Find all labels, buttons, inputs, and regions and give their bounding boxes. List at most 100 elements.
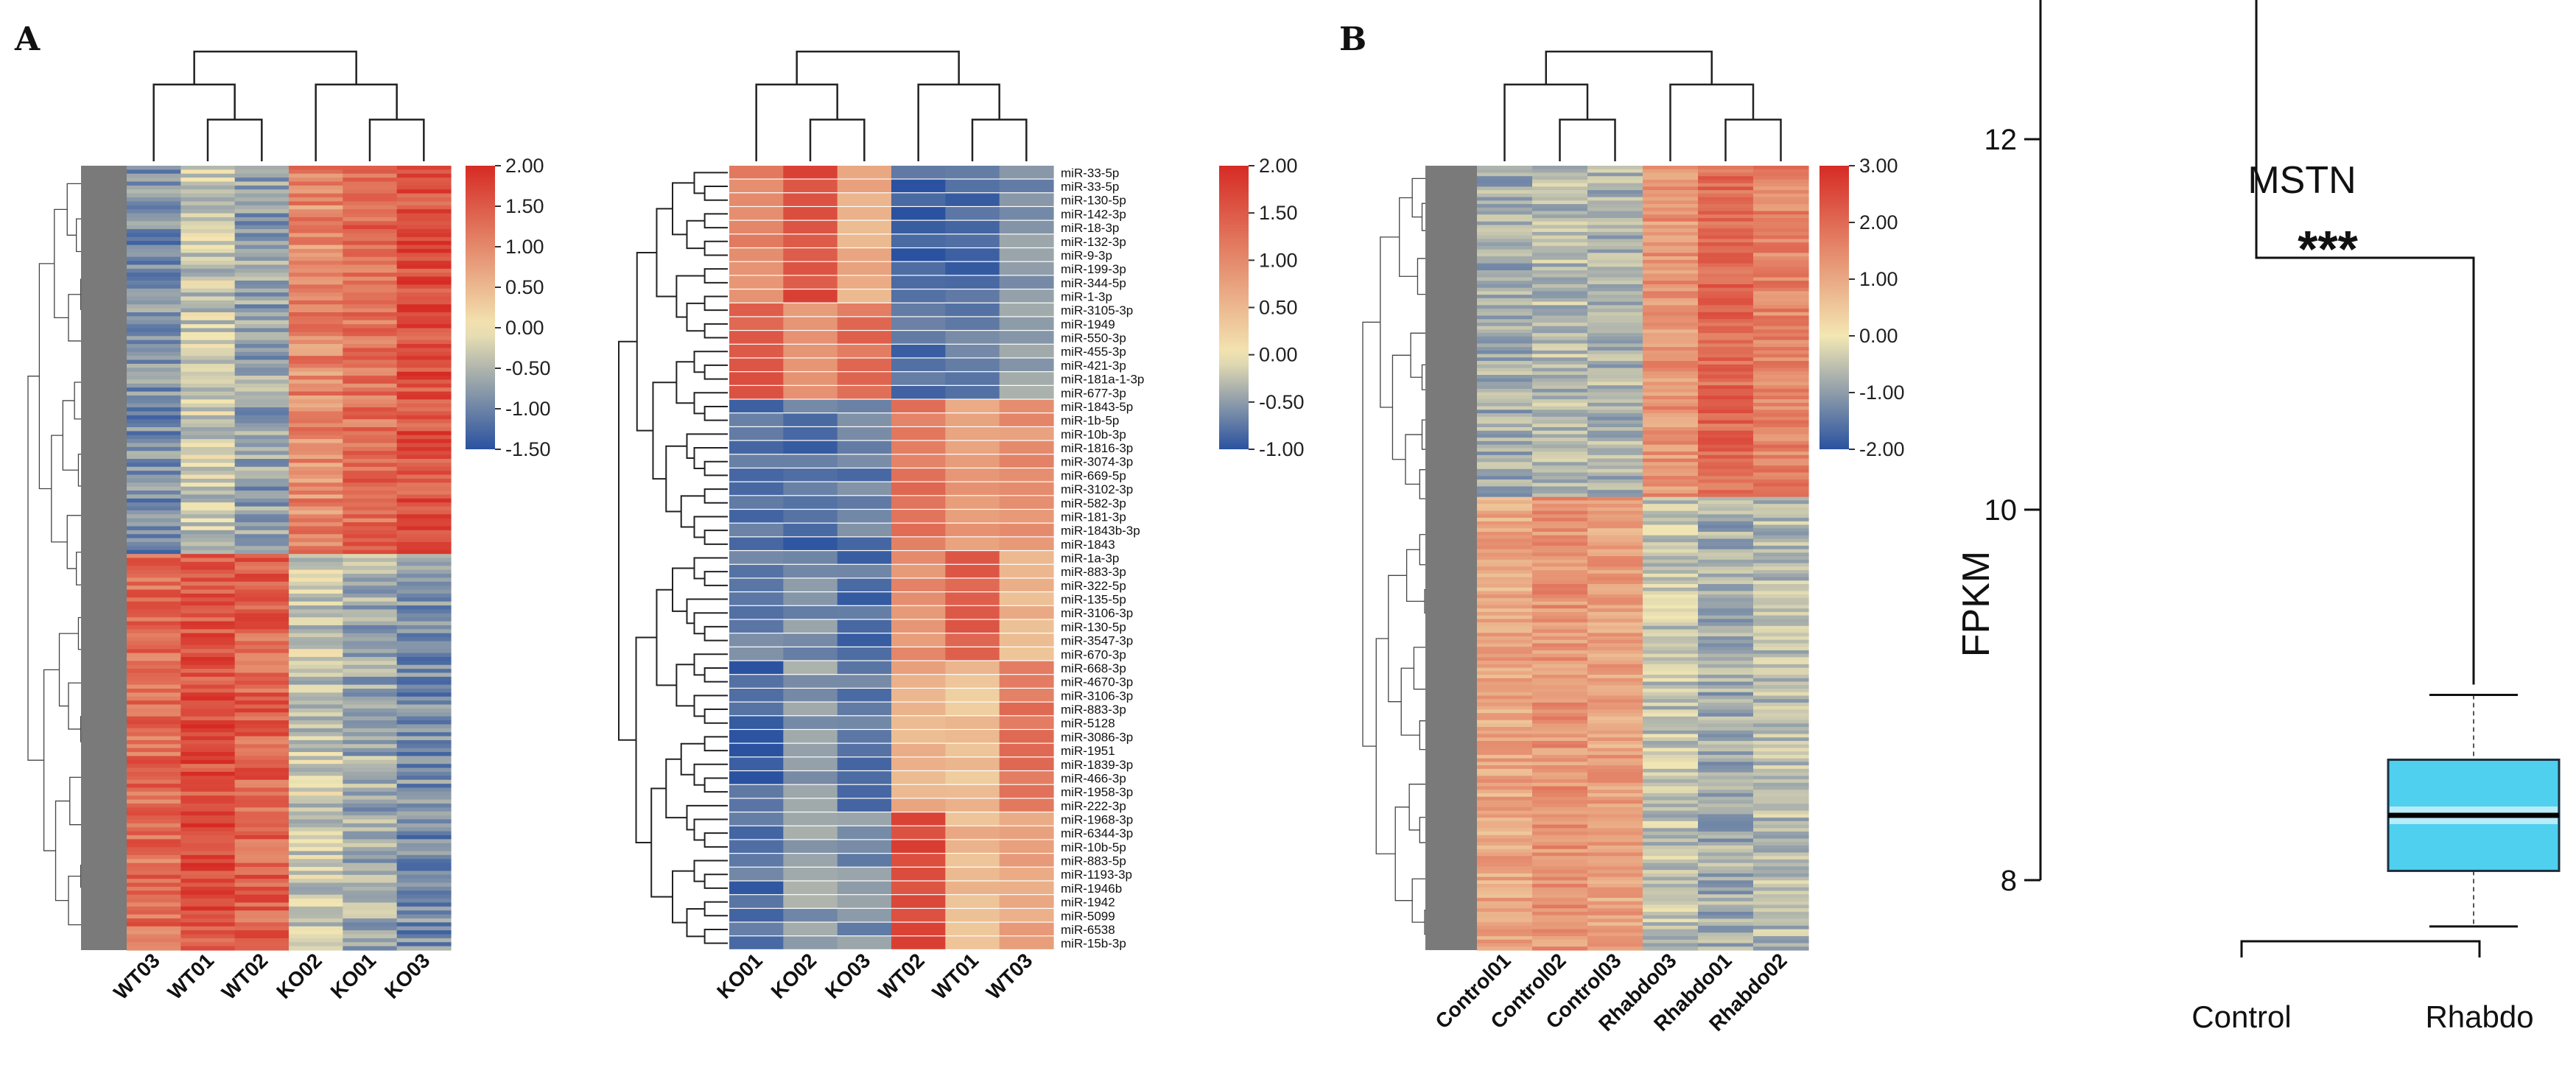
heatmap-cell <box>1587 357 1643 362</box>
heatmap-cell <box>289 229 343 234</box>
heatmap-cell <box>1643 228 1699 233</box>
heatmap-cell <box>1587 371 1643 376</box>
heatmap-cell <box>234 209 289 214</box>
heatmap-cell <box>1477 765 1533 770</box>
heatmap-cell <box>180 922 236 927</box>
heatmap-cell <box>180 189 236 194</box>
heatmap-cell <box>1698 608 1754 613</box>
heatmap-cell <box>1698 347 1754 351</box>
heatmap-cell <box>783 303 838 317</box>
heatmap-cell <box>1698 281 1754 285</box>
heatmap-cell <box>891 757 946 770</box>
heatmap-cell <box>289 328 343 333</box>
heatmap-cell <box>1532 204 1588 208</box>
heatmap-cell <box>837 261 892 275</box>
heatmap-cell <box>1753 730 1809 735</box>
heatmap-cell <box>1698 647 1754 651</box>
heatmap-cell <box>396 522 452 527</box>
heatmap-cell <box>1532 245 1588 250</box>
heatmap-cell <box>180 371 236 376</box>
heatmap-cell <box>127 296 181 301</box>
heatmap-cell <box>1532 423 1588 428</box>
heatmap-cell <box>1477 681 1533 686</box>
heatmap-cell <box>1587 368 1643 372</box>
heatmap-cell <box>180 637 236 642</box>
heatmap-cell <box>1643 434 1699 438</box>
heatmap-cell <box>127 756 181 761</box>
heatmap-cell <box>1587 295 1643 299</box>
heatmap-cell <box>1477 856 1533 860</box>
heatmap-cell <box>396 807 452 812</box>
heatmap-cell <box>1643 678 1699 683</box>
heatmap-cell <box>999 936 1054 949</box>
heatmap-cell <box>1643 818 1699 822</box>
heatmap-cell <box>127 241 181 246</box>
heatmap-cell <box>127 803 181 808</box>
heatmap-cell <box>343 791 398 796</box>
heatmap-cell <box>1587 929 1643 933</box>
heatmap-cell <box>1477 504 1533 508</box>
heatmap-cell <box>234 902 289 907</box>
heatmap-cell <box>343 304 398 309</box>
heatmap-cell <box>1477 901 1533 906</box>
heatmap-cell <box>127 356 181 361</box>
heatmap-cell <box>1477 231 1533 236</box>
heatmap-cell <box>289 696 343 701</box>
heatmap-cell <box>396 197 452 203</box>
heatmap-cell <box>1477 336 1533 341</box>
heatmap-cell <box>1587 281 1643 285</box>
heatmap-cell <box>945 220 1000 234</box>
heatmap-cell <box>1477 790 1533 794</box>
heatmap-cell <box>343 344 398 349</box>
heatmap-cell <box>945 261 1000 275</box>
heatmap-cell <box>1477 298 1533 303</box>
heatmap-cell <box>1532 267 1588 271</box>
heatmap-cell <box>234 181 289 186</box>
heatmap-cell <box>289 767 343 773</box>
heatmap-cell <box>1753 768 1809 773</box>
heatmap-cell <box>396 847 452 852</box>
heatmap-cell <box>1587 402 1643 407</box>
heatmap-cell <box>234 368 289 373</box>
heatmap-cell <box>1532 312 1588 317</box>
heatmap-cell <box>1698 796 1754 801</box>
heatmap-cell <box>343 316 398 321</box>
heatmap-cell <box>1698 650 1754 655</box>
heatmap-cell <box>1698 437 1754 442</box>
heatmap-cell <box>1532 273 1588 278</box>
heatmap-cell <box>289 946 343 951</box>
heatmap-cell <box>343 518 398 523</box>
heatmap-cell <box>289 538 343 543</box>
heatmap-cell <box>180 387 236 393</box>
heatmap-cell <box>234 474 289 479</box>
heatmap-cell <box>127 541 181 546</box>
heatmap-cell <box>1753 932 1809 937</box>
heatmap-cell <box>234 471 289 476</box>
heatmap-cell <box>1532 305 1588 309</box>
heatmap-cell <box>1753 416 1809 421</box>
heatmap-cell <box>1477 186 1533 191</box>
heatmap-cell <box>1643 661 1699 665</box>
heatmap-cell <box>234 689 289 693</box>
heatmap-cell <box>1643 295 1699 299</box>
heatmap-cell <box>1698 820 1754 826</box>
heatmap-cell <box>289 664 343 669</box>
heatmap-cell <box>1587 273 1643 278</box>
heatmap-cell <box>396 304 452 309</box>
heatmap-cell <box>1698 800 1754 804</box>
heatmap-cell <box>289 899 343 904</box>
heatmap-cell <box>234 169 289 175</box>
heatmap-cell <box>1753 207 1809 212</box>
heatmap-cell <box>396 236 452 242</box>
heatmap-cell <box>396 264 452 270</box>
heatmap-cell <box>891 619 946 633</box>
heatmap-cell <box>127 498 181 503</box>
heatmap-cell <box>1643 629 1699 633</box>
heatmap-cell <box>1477 692 1533 697</box>
heatmap-cell <box>1753 876 1809 881</box>
column-label: WT03 <box>109 949 164 1004</box>
heatmap-cell <box>1587 667 1643 672</box>
column-label: KO01 <box>712 949 767 1003</box>
heatmap-cell <box>289 541 343 546</box>
heatmap-cell <box>1753 413 1809 418</box>
